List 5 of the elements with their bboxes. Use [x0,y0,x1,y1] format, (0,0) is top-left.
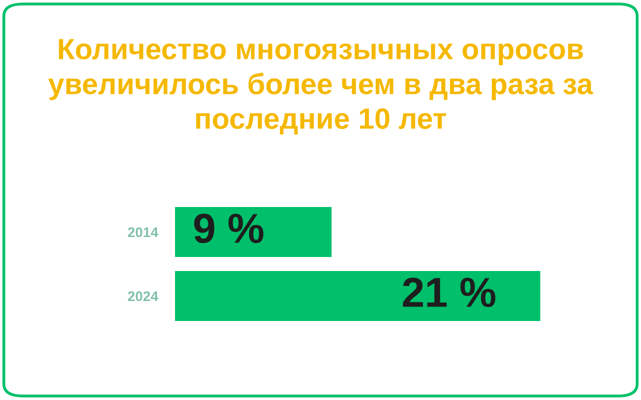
data-label: 21 % [402,278,496,308]
y-tick-label: 2024 [128,291,158,302]
y-tick-label: 2014 [128,227,158,238]
data-label: 9 % [194,214,264,244]
chart-title: Количество многоязычных опросов увеличилось более чем в два раза за последние 10 лет [48,39,594,134]
